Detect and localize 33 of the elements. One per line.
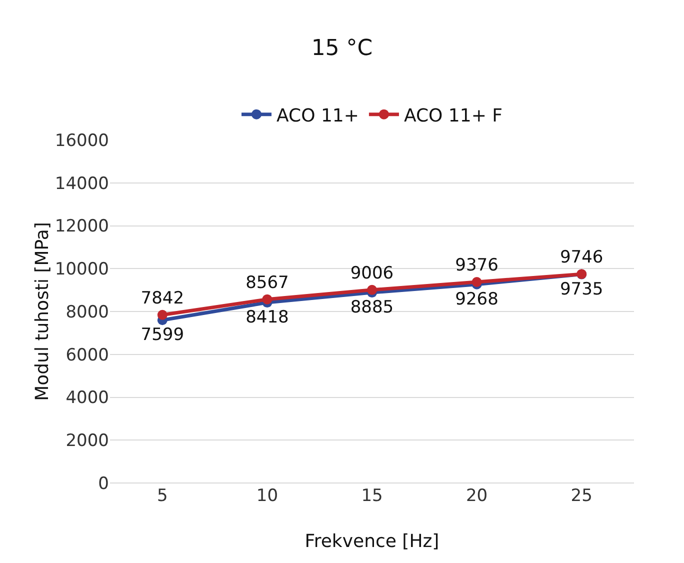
data-label: 9735 — [560, 279, 604, 300]
y-tick-label: 4000 — [66, 388, 109, 408]
data-label: 9006 — [350, 263, 394, 284]
y-axis-title: Modul tuhosti [MPa] — [32, 222, 53, 401]
legend-label: ACO 11+ — [276, 105, 359, 126]
point — [262, 294, 272, 304]
point — [157, 310, 168, 320]
y-tick-label: 14000 — [54, 174, 109, 194]
y-tick-label: 8000 — [66, 302, 109, 322]
y-tick-label: 16000 — [54, 130, 109, 151]
legend-label: ACO 11+ F — [404, 105, 502, 126]
x-tick-label: 20 — [466, 486, 488, 506]
y-tick-label: 12000 — [54, 216, 109, 237]
point — [367, 284, 377, 295]
data-label: 9376 — [455, 256, 498, 276]
point — [472, 277, 482, 287]
data-label: 9746 — [560, 248, 604, 268]
y-tick-label: 0 — [98, 474, 109, 494]
x-tick-label: 25 — [570, 486, 592, 506]
x-tick-label: 15 — [361, 486, 383, 506]
data-label: 8418 — [246, 308, 289, 328]
x-axis-title: Frekvence [Hz] — [304, 531, 440, 552]
data-label: 8567 — [246, 272, 289, 293]
data-label: 7842 — [140, 288, 184, 308]
y-tick-label: 2000 — [66, 431, 109, 452]
x-tick-label: 10 — [256, 486, 278, 506]
data-label: 8885 — [350, 298, 394, 318]
y-tick-label: 6000 — [66, 345, 109, 366]
chart-title: 15 °C — [311, 36, 373, 61]
data-label: 7599 — [140, 325, 184, 346]
data-label: 9268 — [455, 289, 498, 310]
y-tick-label: 10000 — [54, 260, 109, 280]
x-tick-label: 5 — [156, 486, 168, 506]
